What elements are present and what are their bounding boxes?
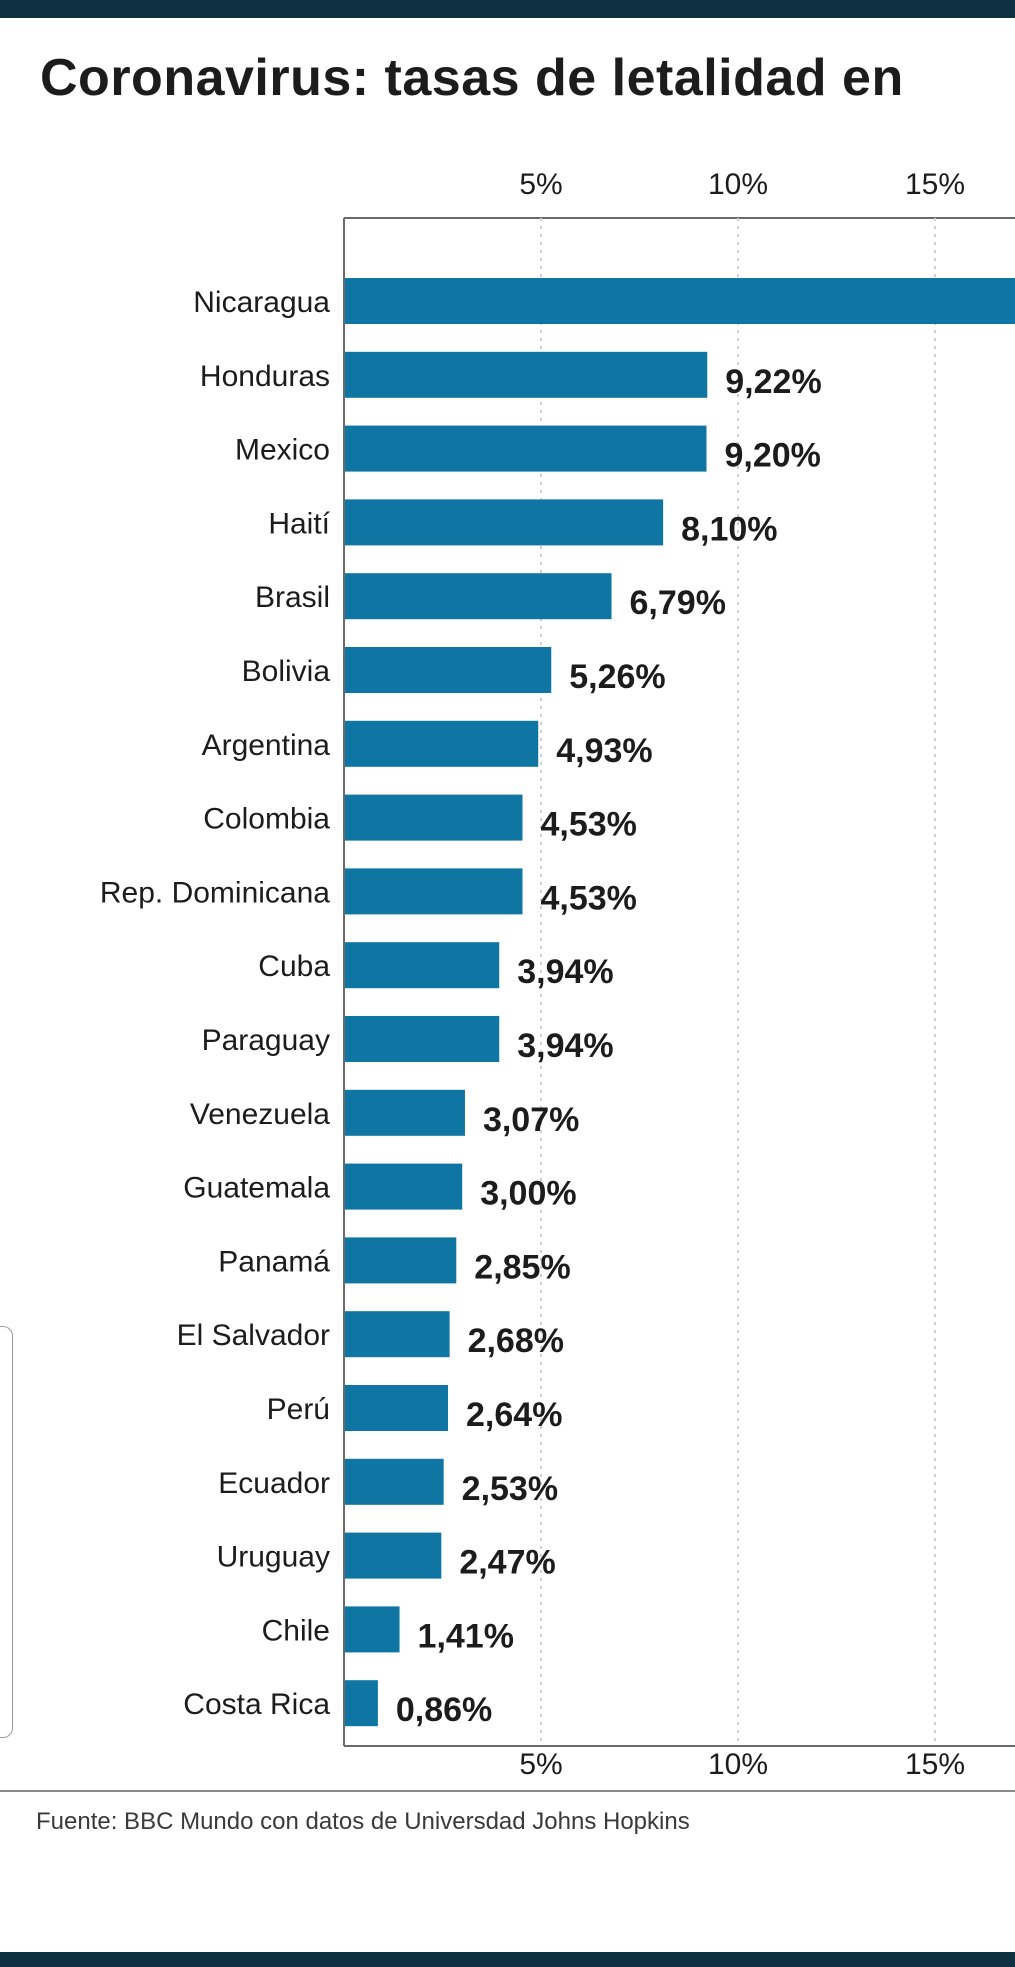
- category-label: Mexico: [235, 434, 330, 467]
- data-label: 5,26%: [569, 658, 665, 696]
- bar-11: [344, 1089, 465, 1136]
- bar-16: [344, 1458, 444, 1505]
- category-label: Cuba: [258, 950, 330, 983]
- data-label: 3,00%: [480, 1175, 576, 1213]
- category-label: Paraguay: [202, 1024, 330, 1057]
- bar-18: [344, 1606, 400, 1653]
- category-label: Honduras: [200, 360, 330, 393]
- bar-9: [344, 942, 500, 989]
- bar-2: [344, 425, 707, 472]
- x-tick-label-top: 10%: [708, 168, 768, 201]
- x-tick-label-bottom: 5%: [519, 1748, 562, 1781]
- category-label: Guatemala: [183, 1172, 330, 1205]
- bar-0: [344, 278, 1015, 324]
- data-label: 4,93%: [556, 732, 652, 770]
- category-label: Chile: [262, 1614, 330, 1647]
- bar-8: [344, 868, 523, 915]
- category-label: Argentina: [202, 729, 331, 762]
- category-label: Perú: [267, 1393, 330, 1426]
- bar-3: [344, 499, 664, 546]
- bar-6: [344, 720, 539, 767]
- data-label: 9,22%: [725, 363, 821, 401]
- data-label: 6,79%: [630, 584, 726, 622]
- data-label: 3,07%: [483, 1101, 579, 1139]
- data-label: 3,94%: [517, 1027, 613, 1065]
- x-tick-label-bottom: 10%: [708, 1748, 768, 1781]
- category-label: Panamá: [218, 1245, 330, 1278]
- chart-title: Coronavirus: tasas de letalidad en: [40, 49, 904, 107]
- data-label: 2,47%: [459, 1544, 555, 1582]
- data-label: 4,53%: [540, 879, 636, 917]
- bar-12: [344, 1163, 463, 1210]
- category-label: Brasil: [255, 581, 330, 614]
- bar-17: [344, 1532, 442, 1579]
- top-bar: [0, 0, 1015, 18]
- category-label: Venezuela: [190, 1098, 330, 1131]
- bar-13: [344, 1237, 457, 1284]
- category-label: Uruguay: [217, 1541, 330, 1574]
- category-label: El Salvador: [177, 1319, 330, 1352]
- data-label: 1,41%: [418, 1617, 514, 1655]
- x-tick-label-top: 5%: [519, 168, 562, 201]
- bar-4: [344, 573, 612, 620]
- data-label: 0,86%: [396, 1691, 492, 1729]
- bar-1: [344, 351, 708, 398]
- data-label: 9,20%: [724, 437, 820, 475]
- side-scroll-handle[interactable]: [0, 1326, 13, 1738]
- data-label: 2,68%: [468, 1322, 564, 1360]
- category-label: Ecuador: [218, 1467, 330, 1500]
- category-label: Rep. Dominicana: [100, 876, 330, 909]
- bar-19: [344, 1680, 378, 1727]
- data-label: 2,85%: [474, 1248, 570, 1286]
- data-label: 8,10%: [681, 510, 777, 548]
- bar-chart: 5% 5% 10% 10% 15% 15% Nicaragua Honduras 9,22% Me…: [100, 168, 1015, 1781]
- data-label: 2,64%: [466, 1396, 562, 1434]
- bar-7: [344, 794, 523, 841]
- source-note: Fuente: BBC Mundo con datos de Universda…: [36, 1808, 690, 1835]
- category-label: Costa Rica: [183, 1688, 330, 1721]
- bar-14: [344, 1311, 450, 1358]
- x-tick-label-bottom: 15%: [905, 1748, 965, 1781]
- data-label: 3,94%: [517, 953, 613, 991]
- category-label: Bolivia: [242, 655, 331, 688]
- bar-5: [344, 647, 552, 693]
- category-label: Colombia: [203, 803, 330, 836]
- bar-10: [344, 1016, 500, 1062]
- data-label: 4,53%: [540, 806, 636, 844]
- category-label: Haití: [268, 507, 330, 540]
- bar-15: [344, 1385, 449, 1431]
- x-tick-label-top: 15%: [905, 168, 965, 201]
- bottom-bar: [0, 1952, 1015, 1967]
- footer-divider: [0, 1790, 1015, 1792]
- data-label: 2,53%: [462, 1470, 558, 1508]
- category-label: Nicaragua: [193, 286, 330, 319]
